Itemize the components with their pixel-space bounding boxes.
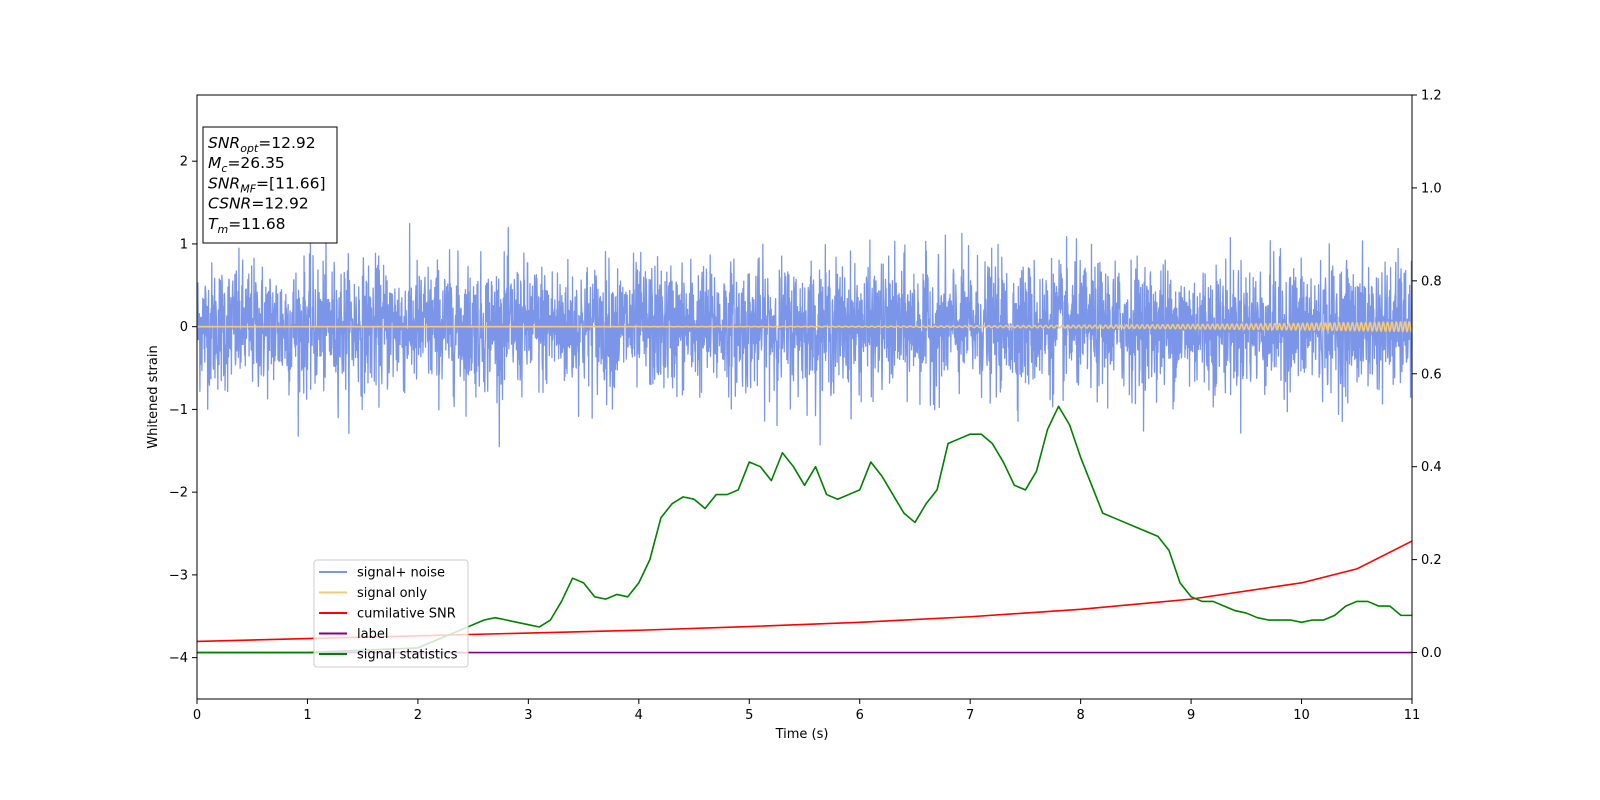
legend-label: signal statistics <box>357 648 458 663</box>
series-line-signal-noise <box>197 223 1412 448</box>
y-right-tick-label: 0.2 <box>1421 553 1442 568</box>
x-tick-label: 7 <box>966 708 974 723</box>
x-tick-label: 9 <box>1187 708 1195 723</box>
x-tick-label: 2 <box>414 708 422 723</box>
annotation-line: SNRopt=12.92 <box>208 134 316 155</box>
annotation-line: SNRMF=[11.66] <box>208 174 326 195</box>
y-left-tick-label: −2 <box>169 486 188 501</box>
x-tick-label: 10 <box>1293 708 1310 723</box>
x-tick-label: 4 <box>635 708 643 723</box>
legend-frame <box>313 559 469 668</box>
x-axis-label: Time (s) <box>775 727 829 742</box>
x-tick-label: 5 <box>745 708 753 723</box>
y-right-tick-label: 1.0 <box>1421 181 1442 196</box>
y-axis-right: 1.2 1.0 0.8 0.6 0.4 0.2 0.0 <box>1412 89 1442 661</box>
y-right-tick-label: 0.0 <box>1421 646 1442 661</box>
x-tick-label: 1 <box>303 708 311 723</box>
legend-label: signal+ noise <box>357 566 445 581</box>
y-left-tick-label: −3 <box>169 568 188 583</box>
y-left-tick-label: −1 <box>169 403 188 418</box>
plot-frame <box>196 94 1413 700</box>
legend: signal+ noise signal only cumilative SNR la… <box>313 559 469 668</box>
x-tick-label: 6 <box>856 708 864 723</box>
x-tick-label: 11 <box>1404 708 1421 723</box>
x-axis: 0 1 2 3 4 5 6 7 8 9 10 11 <box>193 699 1420 723</box>
series-line-signal-statistics <box>197 405 1412 654</box>
y-right-tick-label: 1.2 <box>1421 89 1442 104</box>
x-tick-label: 8 <box>1076 708 1084 723</box>
y-left-tick-label: 1 <box>180 237 188 252</box>
legend-label: signal only <box>357 586 427 601</box>
annotation-line: CSNR=12.92 <box>208 195 309 213</box>
y-right-tick-label: 0.8 <box>1421 274 1442 289</box>
x-tick-label: 0 <box>193 708 201 723</box>
legend-label: cumilative SNR <box>357 607 456 622</box>
y-right-tick-label: 0.6 <box>1421 367 1442 382</box>
series-line-signal-only <box>197 320 1412 333</box>
legend-label: label <box>357 627 388 642</box>
y-right-tick-label: 0.4 <box>1421 460 1442 475</box>
annotation-frame <box>202 126 338 244</box>
annotation-line: Mc=26.35 <box>208 154 285 175</box>
snr-annotation-box: SNRopt=12.92Mc=26.35SNRMF=[11.66]CSNR=12… <box>202 126 338 244</box>
annotation-line: Tm=11.68 <box>208 215 286 236</box>
y-left-tick-label: 0 <box>180 320 188 335</box>
y-axis-label: Whitened strain <box>146 345 161 448</box>
y-axis-left: 2 1 0 −1 −2 −3 −4 <box>169 155 197 666</box>
x-tick-label: 3 <box>524 708 532 723</box>
y-left-tick-label: 2 <box>180 155 188 170</box>
y-left-tick-label: −4 <box>169 651 188 666</box>
